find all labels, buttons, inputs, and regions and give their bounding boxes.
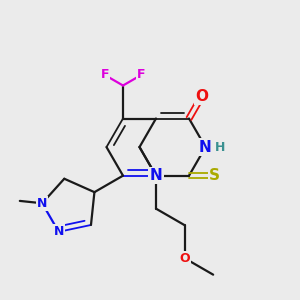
Text: S: S (209, 168, 220, 183)
Text: F: F (100, 68, 109, 82)
Text: N: N (150, 168, 162, 183)
Text: F: F (137, 68, 146, 82)
Text: O: O (179, 252, 190, 265)
Text: H: H (215, 141, 226, 154)
Text: N: N (150, 168, 162, 183)
Text: N: N (37, 197, 47, 210)
Text: N: N (199, 140, 212, 154)
Text: O: O (195, 89, 208, 104)
Text: N: N (53, 225, 64, 238)
